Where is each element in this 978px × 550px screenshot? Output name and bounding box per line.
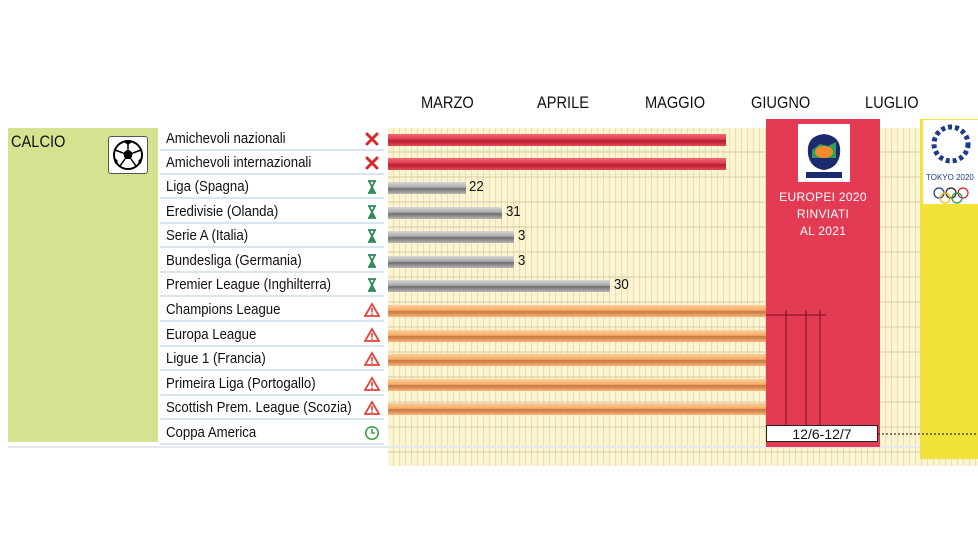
bar-value-label: 3	[518, 227, 526, 244]
at-risk-bar	[388, 403, 766, 415]
list-item: Champions League	[160, 299, 384, 322]
list-item: Coppa America	[160, 422, 384, 445]
bar-value-label: 30	[614, 276, 629, 293]
list-item: Primeira Liga (Portogallo)	[160, 373, 384, 396]
coppa-america-dates: 12/6-12/7	[766, 425, 878, 442]
competition-label: Eredivisie (Olanda)	[166, 203, 279, 220]
hourglass-icon	[368, 205, 376, 219]
competition-label: Amichevoli internazionali	[166, 154, 312, 171]
cancelled-bar	[388, 134, 726, 146]
euro-postponed-line2: RINVIATI	[796, 207, 850, 221]
bar-value-label: 31	[506, 203, 521, 220]
warning-triangle-icon	[364, 327, 380, 342]
competition-label: Ligue 1 (Francia)	[166, 350, 266, 367]
month-header-giugno: GIUGNO	[751, 93, 811, 112]
list-item: Serie A (Italia)	[160, 225, 384, 248]
cancelled-x-icon	[365, 156, 379, 170]
list-item: Amichevoli nazionali	[160, 128, 384, 151]
list-item: Amichevoli internazionali	[160, 152, 384, 175]
sport-label: CALCIO	[11, 132, 66, 151]
list-item: Liga (Spagna)	[160, 176, 384, 199]
competition-label: Primeira Liga (Portogallo)	[166, 375, 316, 392]
euro-postponed-line3: AL 2021	[799, 224, 847, 238]
bar-value-label: 3	[518, 252, 526, 269]
warning-triangle-icon	[364, 302, 380, 317]
list-item: Premier League (Inghilterra)	[160, 274, 384, 297]
euro-2020-logo-icon	[798, 124, 850, 182]
cancelled-x-icon	[365, 132, 379, 146]
warning-triangle-icon	[364, 351, 380, 366]
suspended-bar	[388, 280, 610, 292]
month-header-marzo: MARZO	[421, 93, 474, 112]
month-header-luglio: LUGLIO	[865, 93, 919, 112]
suspended-bar	[388, 231, 514, 243]
euro-postponed-line1: EUROPEI 2020	[779, 190, 867, 204]
hourglass-icon	[368, 229, 376, 243]
competition-label: Europa League	[166, 326, 257, 343]
list-item: Ligue 1 (Francia)	[160, 348, 384, 371]
at-risk-bar	[388, 354, 766, 366]
list-item: Europa League	[160, 324, 384, 347]
list-item: Scottish Prem. League (Scozia)	[160, 397, 384, 420]
suspended-bar	[388, 256, 514, 268]
month-header-maggio: MAGGIO	[645, 93, 706, 112]
hourglass-icon	[368, 180, 376, 194]
competition-label: Coppa America	[166, 424, 257, 441]
competition-label: Serie A (Italia)	[166, 227, 249, 244]
competition-label: Scottish Prem. League (Scozia)	[166, 399, 352, 416]
competition-label: Liga (Spagna)	[166, 178, 249, 195]
competition-label: Amichevoli nazionali	[166, 130, 286, 147]
warning-triangle-icon	[364, 376, 380, 391]
suspended-bar	[388, 182, 466, 194]
at-risk-bar	[388, 330, 766, 342]
hourglass-icon	[368, 254, 376, 268]
tokyo-2020-logo-icon: TOKYO 2020	[923, 120, 978, 204]
competition-label: Champions League	[166, 301, 281, 318]
bar-value-label: 22	[469, 178, 484, 195]
list-item: Eredivisie (Olanda)	[160, 201, 384, 224]
suspended-bar	[388, 207, 502, 219]
euro-block-dark-lines	[766, 310, 826, 425]
cancelled-bar	[388, 158, 726, 170]
at-risk-bar	[388, 305, 766, 317]
warning-triangle-icon	[364, 400, 380, 415]
competition-label: Premier League (Inghilterra)	[166, 276, 332, 293]
soccer-ball-icon	[108, 136, 148, 174]
month-header-aprile: APRILE	[537, 93, 590, 112]
clock-icon	[365, 426, 379, 440]
sport-cell	[8, 128, 158, 442]
svg-text:TOKYO 2020: TOKYO 2020	[926, 173, 974, 182]
table-bottom-border	[8, 446, 978, 448]
at-risk-bar	[388, 379, 766, 391]
list-item: Bundesliga (Germania)	[160, 250, 384, 273]
competition-label: Bundesliga (Germania)	[166, 252, 302, 269]
hourglass-icon	[368, 278, 376, 292]
coppa-america-dotted-line	[878, 433, 978, 435]
